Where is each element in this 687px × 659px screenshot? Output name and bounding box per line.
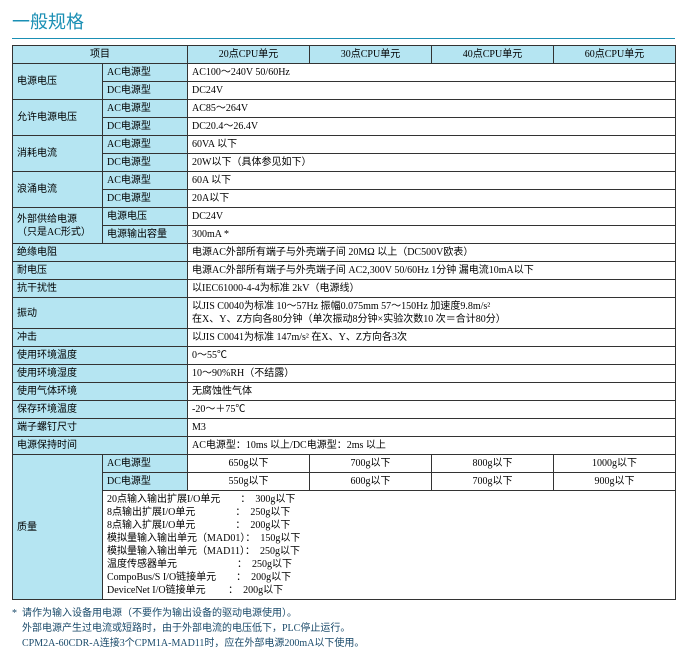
col-20: 20点CPU单元 bbox=[188, 46, 310, 64]
mass-list-line: CompoBus/S I/O链接单元 ： 200g以下 bbox=[107, 571, 671, 584]
cell-label: DC电源型 bbox=[103, 154, 188, 172]
cell-value: 0～55℃ bbox=[188, 347, 676, 365]
cell-value: 无腐蚀性气体 bbox=[188, 383, 676, 401]
mass-list-line: DeviceNet I/O链接单元 ： 200g以下 bbox=[107, 584, 671, 597]
cell-value: 700g以下 bbox=[310, 455, 432, 473]
col-40: 40点CPU单元 bbox=[432, 46, 554, 64]
row-allow-voltage: 允许电源电压 bbox=[13, 100, 103, 136]
cell-value: 以JIS C0041为标准 147m/s² 在X、Y、Z方向各3次 bbox=[188, 329, 676, 347]
cell-value: AC85～264V bbox=[188, 100, 676, 118]
mass-list-line: 8点输入扩展I/O单元 ： 200g以下 bbox=[107, 519, 671, 532]
cell-label: AC电源型 bbox=[103, 172, 188, 190]
mass-list-line: 20点输入输出扩展I/O单元 ： 300g以下 bbox=[107, 493, 671, 506]
cell-value: 800g以下 bbox=[432, 455, 554, 473]
row-insulation: 绝缘电阻 bbox=[13, 244, 188, 262]
mass-list-line: 8点输出扩展I/O单元 ： 250g以下 bbox=[107, 506, 671, 519]
footnote-line: 外部电源产生过电流或短路时，由于外部电流的电压低下，PLC停止运行。 bbox=[22, 623, 350, 634]
cell-value: 60A 以下 bbox=[188, 172, 676, 190]
row-op-temp: 使用环境温度 bbox=[13, 347, 188, 365]
footnote-line: CPM2A-60CDR-A连接3个CPM1A-MAD11时，应在外部电源200m… bbox=[22, 638, 364, 649]
cell-value: 电源AC外部所有端子与外壳端子间 20MΩ 以上（DC500V欧表） bbox=[188, 244, 676, 262]
cell-value: 700g以下 bbox=[432, 473, 554, 491]
cell-label: DC电源型 bbox=[103, 118, 188, 136]
cell-value: 以JIS C0040为标准 10～57Hz 振幅0.075mm 57～150Hz… bbox=[188, 298, 676, 329]
row-inrush: 浪涌电流 bbox=[13, 172, 103, 208]
footnotes: *请作为输入设备用电源（不要作为输出设备的驱动电源使用）。 外部电源产生过电流或… bbox=[12, 606, 675, 651]
row-storage-temp: 保存环境温度 bbox=[13, 401, 188, 419]
row-op-hum: 使用环境湿度 bbox=[13, 365, 188, 383]
cell-value: M3 bbox=[188, 419, 676, 437]
row-screw: 端子螺钉尺寸 bbox=[13, 419, 188, 437]
mass-list-line: 模拟量输入输出单元（MAD11）： 250g以下 bbox=[107, 545, 671, 558]
cell-value: 650g以下 bbox=[188, 455, 310, 473]
cell-value: 900g以下 bbox=[554, 473, 676, 491]
row-shock: 冲击 bbox=[13, 329, 188, 347]
row-psu-voltage: 电源电压 bbox=[13, 64, 103, 100]
row-noise: 抗干扰性 bbox=[13, 280, 188, 298]
cell-value: 300mA * bbox=[188, 226, 676, 244]
cell-label: AC电源型 bbox=[103, 64, 188, 82]
cell-label: AC电源型 bbox=[103, 455, 188, 473]
mass-list-cell: 20点输入输出扩展I/O单元 ： 300g以下8点输出扩展I/O单元 ： 250… bbox=[103, 491, 676, 600]
cell-value: 10～90%RH（不结露） bbox=[188, 365, 676, 383]
cell-value: DC24V bbox=[188, 208, 676, 226]
cell-value: 550g以下 bbox=[188, 473, 310, 491]
row-power-cons: 消耗电流 bbox=[13, 136, 103, 172]
cell-value: 60VA 以下 bbox=[188, 136, 676, 154]
spec-table: 项目 20点CPU单元 30点CPU单元 40点CPU单元 60点CPU单元 电… bbox=[12, 45, 676, 600]
cell-label: 电源电压 bbox=[103, 208, 188, 226]
cell-label: AC电源型 bbox=[103, 100, 188, 118]
col-30: 30点CPU单元 bbox=[310, 46, 432, 64]
cell-label: DC电源型 bbox=[103, 82, 188, 100]
cell-value: 1000g以下 bbox=[554, 455, 676, 473]
cell-value: 电源AC外部所有端子与外壳端子间 AC2,300V 50/60Hz 1分钟 漏电… bbox=[188, 262, 676, 280]
cell-label: DC电源型 bbox=[103, 190, 188, 208]
row-mass: 质量 bbox=[13, 455, 103, 600]
row-ext-supply: 外部供给电源 （只是AC形式） bbox=[13, 208, 103, 244]
footnote-line: 请作为输入设备用电源（不要作为输出设备的驱动电源使用）。 bbox=[22, 608, 297, 619]
cell-value: -20～＋75℃ bbox=[188, 401, 676, 419]
row-vibration: 振动 bbox=[13, 298, 188, 329]
cell-value: DC24V bbox=[188, 82, 676, 100]
cell-value: 以IEC61000-4-4为标准 2kV（电源线） bbox=[188, 280, 676, 298]
cell-label: DC电源型 bbox=[103, 473, 188, 491]
cell-value: AC电源型：10ms 以上/DC电源型：2ms 以上 bbox=[188, 437, 676, 455]
row-hold: 电源保持时间 bbox=[13, 437, 188, 455]
row-atmosphere: 使用气体环境 bbox=[13, 383, 188, 401]
row-dielectric: 耐电压 bbox=[13, 262, 188, 280]
section-title: 一般规格 bbox=[12, 8, 675, 39]
cell-label: 电源输出容量 bbox=[103, 226, 188, 244]
col-60: 60点CPU单元 bbox=[554, 46, 676, 64]
cell-value: AC100～240V 50/60Hz bbox=[188, 64, 676, 82]
mass-list-line: 模拟量输入输出单元（MAD01）： 150g以下 bbox=[107, 532, 671, 545]
mass-list-line: 温度传感器单元 ： 250g以下 bbox=[107, 558, 671, 571]
cell-value: DC20.4～26.4V bbox=[188, 118, 676, 136]
cell-value: 20A以下 bbox=[188, 190, 676, 208]
cell-value: 20W以下（具体参见如下） bbox=[188, 154, 676, 172]
cell-value: 600g以下 bbox=[310, 473, 432, 491]
col-item: 项目 bbox=[13, 46, 188, 64]
cell-label: AC电源型 bbox=[103, 136, 188, 154]
